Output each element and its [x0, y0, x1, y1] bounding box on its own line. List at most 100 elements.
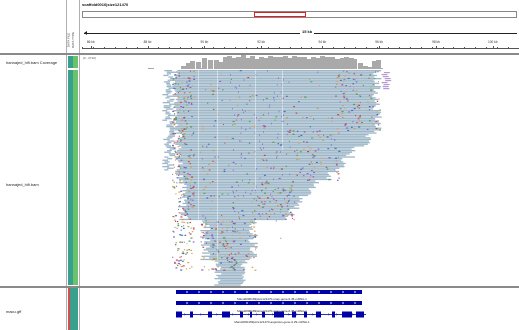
attribute-header-data-type[interactable]: DATA TYPE: [71, 31, 76, 49]
name-panel-divider[interactable]: [66, 0, 67, 330]
strand-arrow[interactable]: [257, 301, 261, 305]
strand-arrow[interactable]: [239, 313, 242, 316]
strand-arrow[interactable]: [359, 313, 362, 316]
mismatch-mark: [379, 109, 381, 111]
mismatch-mark: [309, 126, 311, 128]
strand-arrow[interactable]: [353, 301, 357, 305]
strand-arrow[interactable]: [279, 313, 282, 316]
strand-arrow[interactable]: [263, 313, 266, 316]
strand-arrow[interactable]: [231, 313, 234, 316]
header-separator[interactable]: [0, 53, 519, 55]
aligned-read: [166, 137, 173, 139]
annotation-attribute-strip[interactable]: [68, 288, 78, 330]
strand-arrow[interactable]: [317, 290, 321, 294]
attribute-header-data-file[interactable]: DATA FILE: [66, 32, 71, 48]
strand-arrow[interactable]: [221, 290, 225, 294]
gene-exon[interactable]: [274, 311, 284, 318]
strand-arrow[interactable]: [183, 313, 186, 316]
strand-arrow[interactable]: [191, 313, 194, 316]
gene-intron-line[interactable]: [176, 314, 366, 315]
strand-arrow[interactable]: [245, 290, 249, 294]
current-region-locator[interactable]: [254, 12, 306, 17]
strand-arrow[interactable]: [341, 290, 345, 294]
strand-arrow[interactable]: [303, 313, 306, 316]
strand-arrow[interactable]: [269, 290, 273, 294]
gene-exon[interactable]: [208, 311, 212, 318]
strand-arrow[interactable]: [197, 290, 201, 294]
gene-feature-1[interactable]: [176, 290, 362, 294]
mismatch-mark: [285, 117, 288, 119]
strand-arrow[interactable]: [233, 301, 237, 305]
chromosome-ideogram[interactable]: [82, 11, 517, 18]
annotation-track-name[interactable]: macu.gff: [6, 309, 22, 314]
strand-arrow[interactable]: [233, 290, 237, 294]
strand-arrow[interactable]: [207, 313, 210, 316]
strand-arrow[interactable]: [295, 313, 298, 316]
coverage-track-name[interactable]: hannajed_hifi.bam Coverage: [6, 60, 58, 65]
mismatch-mark: [219, 80, 222, 83]
gene-exon[interactable]: [292, 311, 296, 318]
annotation-track[interactable]: [80, 288, 519, 330]
strand-arrow[interactable]: [287, 313, 290, 316]
strand-arrow[interactable]: [215, 313, 218, 316]
alignment-track[interactable]: [80, 70, 519, 286]
mismatch-mark: [178, 172, 180, 175]
strand-arrow[interactable]: [209, 301, 213, 305]
strand-arrow[interactable]: [311, 313, 314, 316]
strand-arrow[interactable]: [329, 301, 333, 305]
gene-exon[interactable]: [250, 311, 252, 318]
mismatch-mark: [358, 107, 361, 109]
strand-arrow[interactable]: [197, 301, 201, 305]
alignment-track-name[interactable]: hannajed_hifi.bam: [6, 182, 39, 187]
ruler[interactable]: 86 kb 88 kb 90 kb 92 kb 94 kb 96 kb 98 kb 100 k…: [82, 38, 519, 52]
gene-exon[interactable]: [332, 311, 335, 318]
mismatch-mark: [190, 249, 193, 252]
strand-arrow[interactable]: [221, 301, 225, 305]
strand-arrow[interactable]: [341, 301, 345, 305]
strand-arrow[interactable]: [317, 301, 321, 305]
strand-arrow[interactable]: [329, 290, 333, 294]
strand-arrow[interactable]: [185, 301, 189, 305]
strand-arrow[interactable]: [305, 301, 309, 305]
aligned-read: [204, 233, 253, 235]
strand-arrow[interactable]: [327, 313, 330, 316]
strand-arrow[interactable]: [269, 301, 273, 305]
strand-arrow[interactable]: [335, 313, 338, 316]
alignment-attribute-strip[interactable]: [68, 70, 78, 285]
strand-arrow[interactable]: [209, 290, 213, 294]
strand-arrow[interactable]: [271, 313, 274, 316]
strand-arrow[interactable]: [281, 301, 285, 305]
strand-arrow[interactable]: [319, 313, 322, 316]
mismatch-mark: [183, 249, 186, 251]
coverage-track[interactable]: [80, 55, 519, 69]
coverage-attribute-strip[interactable]: [68, 56, 78, 68]
gene-exon[interactable]: [316, 311, 321, 318]
strand-arrow[interactable]: [353, 290, 357, 294]
gene-exon[interactable]: [262, 311, 265, 318]
strand-arrow[interactable]: [281, 290, 285, 294]
mismatch-mark: [202, 129, 204, 131]
mismatch-mark: [174, 219, 176, 221]
data-panel-separator[interactable]: [0, 286, 519, 288]
gene-exon[interactable]: [356, 311, 364, 318]
strand-arrow[interactable]: [223, 313, 226, 316]
gene-exon[interactable]: [176, 311, 182, 318]
gene-exon[interactable]: [190, 311, 193, 318]
strand-arrow[interactable]: [199, 313, 202, 316]
gene-feature-2[interactable]: [176, 301, 362, 305]
strand-arrow[interactable]: [293, 301, 297, 305]
strand-arrow[interactable]: [255, 313, 258, 316]
insertion-mark: [276, 84, 278, 86]
strand-arrow[interactable]: [305, 290, 309, 294]
strand-arrow[interactable]: [185, 290, 189, 294]
strand-arrow[interactable]: [245, 301, 249, 305]
strand-arrow[interactable]: [351, 313, 354, 316]
strand-arrow[interactable]: [293, 290, 297, 294]
strand-arrow[interactable]: [257, 290, 261, 294]
strand-arrow[interactable]: [247, 313, 250, 316]
mismatch-mark: [212, 149, 215, 152]
gene-exon[interactable]: [222, 311, 230, 318]
attribute-panel-divider[interactable]: [79, 0, 80, 330]
strand-arrow[interactable]: [343, 313, 346, 316]
gene-exon[interactable]: [342, 311, 352, 318]
